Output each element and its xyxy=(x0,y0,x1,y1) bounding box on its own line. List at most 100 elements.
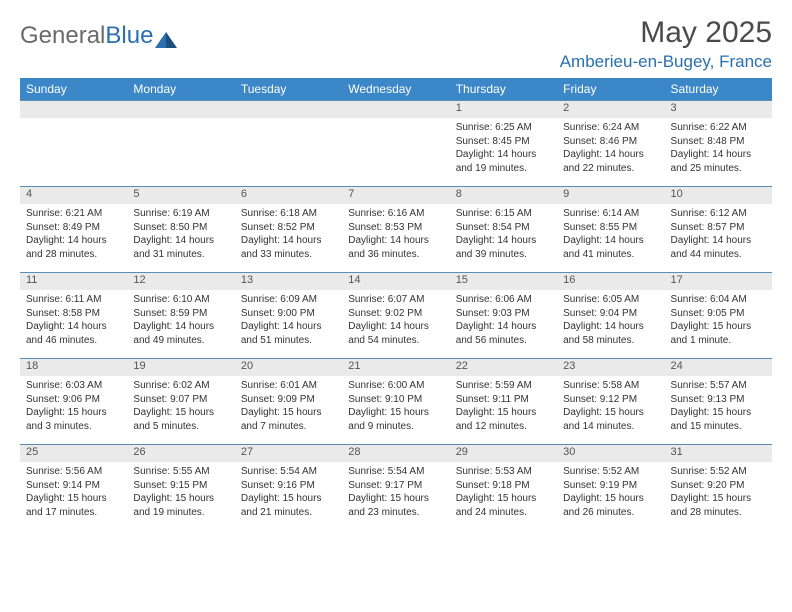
daylight-text: Daylight: 15 hours xyxy=(456,492,551,506)
daylight-text: Daylight: 15 hours xyxy=(671,492,766,506)
sunset-text: Sunset: 8:58 PM xyxy=(26,307,121,321)
day-header-row: SundayMondayTuesdayWednesdayThursdayFrid… xyxy=(20,78,772,100)
sunrise-text: Sunrise: 6:24 AM xyxy=(563,121,658,135)
daylight-text: Daylight: 14 hours xyxy=(563,320,658,334)
day-number: 26 xyxy=(127,445,234,462)
day-body: Sunrise: 5:55 AMSunset: 9:15 PMDaylight:… xyxy=(127,462,234,525)
sunrise-text: Sunrise: 5:56 AM xyxy=(26,465,121,479)
day-cell: 13Sunrise: 6:09 AMSunset: 9:00 PMDayligh… xyxy=(235,272,342,358)
sunrise-text: Sunrise: 6:16 AM xyxy=(348,207,443,221)
day-header: Sunday xyxy=(20,78,127,100)
day-number: 1 xyxy=(450,101,557,118)
sunrise-text: Sunrise: 5:54 AM xyxy=(241,465,336,479)
day-cell: 16 Sunrise: 6:05 AMSunset: 9:04 PMDayligh… xyxy=(557,272,664,358)
day-body: Sunrise: 6:06 AMSunset: 9:03 PMDaylight:… xyxy=(450,290,557,353)
daylight-text: and 28 minutes. xyxy=(671,506,766,520)
daylight-text: Daylight: 14 hours xyxy=(241,234,336,248)
sunset-text: Sunset: 9:04 PM xyxy=(563,307,658,321)
daylight-text: Daylight: 15 hours xyxy=(563,406,658,420)
day-number xyxy=(235,101,342,118)
sunset-text: Sunset: 8:53 PM xyxy=(348,221,443,235)
day-cell: 23Sunrise: 5:58 AMSunset: 9:12 PMDayligh… xyxy=(557,358,664,444)
day-header: Tuesday xyxy=(235,78,342,100)
week-row: 1Sunrise: 6:25 AMSunset: 8:45 PMDaylight… xyxy=(20,100,772,186)
location-label: Amberieu-en-Bugey, France xyxy=(560,52,772,72)
sunset-text: Sunset: 9:02 PM xyxy=(348,307,443,321)
sunset-text: Sunset: 9:12 PM xyxy=(563,393,658,407)
day-cell: 5Sunrise: 6:19 AMSunset: 8:50 PMDaylight… xyxy=(127,186,234,272)
sunset-text: Sunset: 9:00 PM xyxy=(241,307,336,321)
day-cell xyxy=(235,100,342,186)
sunset-text: Sunset: 9:13 PM xyxy=(671,393,766,407)
day-number: 13 xyxy=(235,273,342,290)
day-body: Sunrise: 6:11 AMSunset: 8:58 PMDaylight:… xyxy=(20,290,127,353)
day-cell: 9Sunrise: 6:14 AMSunset: 8:55 PMDaylight… xyxy=(557,186,664,272)
daylight-text: and 23 minutes. xyxy=(348,506,443,520)
day-cell: 4Sunrise: 6:21 AMSunset: 8:49 PMDaylight… xyxy=(20,186,127,272)
sunrise-text: Sunrise: 6:01 AM xyxy=(241,379,336,393)
sunset-text: Sunset: 9:19 PM xyxy=(563,479,658,493)
daylight-text: Daylight: 14 hours xyxy=(456,234,551,248)
daylight-text: Daylight: 15 hours xyxy=(456,406,551,420)
daylight-text: and 5 minutes. xyxy=(133,420,228,434)
day-body: Sunrise: 6:09 AMSunset: 9:00 PMDaylight:… xyxy=(235,290,342,353)
daylight-text: and 54 minutes. xyxy=(348,334,443,348)
day-body: Sunrise: 6:12 AMSunset: 8:57 PMDaylight:… xyxy=(665,204,772,267)
daylight-text: and 24 minutes. xyxy=(456,506,551,520)
sunrise-text: Sunrise: 6:22 AM xyxy=(671,121,766,135)
brand-part1: General xyxy=(20,22,105,50)
day-number: 20 xyxy=(235,359,342,376)
day-number: 29 xyxy=(450,445,557,462)
sunrise-text: Sunrise: 6:10 AM xyxy=(133,293,228,307)
day-number: 27 xyxy=(235,445,342,462)
brand-mark-icon xyxy=(155,27,177,45)
day-number: 22 xyxy=(450,359,557,376)
day-number: 11 xyxy=(20,273,127,290)
sunrise-text: Sunrise: 6:00 AM xyxy=(348,379,443,393)
daylight-text: Daylight: 14 hours xyxy=(456,148,551,162)
day-header: Monday xyxy=(127,78,234,100)
day-number: 10 xyxy=(665,187,772,204)
header: GeneralBlue May 2025 Amberieu-en-Bugey, … xyxy=(20,16,772,72)
sunrise-text: Sunrise: 6:04 AM xyxy=(671,293,766,307)
daylight-text: and 56 minutes. xyxy=(456,334,551,348)
day-number: 12 xyxy=(127,273,234,290)
day-cell xyxy=(342,100,449,186)
day-body: Sunrise: 6:07 AMSunset: 9:02 PMDaylight:… xyxy=(342,290,449,353)
daylight-text: and 46 minutes. xyxy=(26,334,121,348)
day-cell: 18Sunrise: 6:03 AMSunset: 9:06 PMDayligh… xyxy=(20,358,127,444)
day-number: 2 xyxy=(557,101,664,118)
sunrise-text: Sunrise: 6:14 AM xyxy=(563,207,658,221)
daylight-text: Daylight: 15 hours xyxy=(563,492,658,506)
day-body: Sunrise: 6:15 AMSunset: 8:54 PMDaylight:… xyxy=(450,204,557,267)
day-header: Wednesday xyxy=(342,78,449,100)
sunset-text: Sunset: 8:45 PM xyxy=(456,135,551,149)
week-row: 4Sunrise: 6:21 AMSunset: 8:49 PMDaylight… xyxy=(20,186,772,272)
day-body: Sunrise: 5:53 AMSunset: 9:18 PMDaylight:… xyxy=(450,462,557,525)
day-body: Sunrise: 6:16 AMSunset: 8:53 PMDaylight:… xyxy=(342,204,449,267)
day-number: 16 xyxy=(557,273,664,290)
day-cell: 3Sunrise: 6:22 AMSunset: 8:48 PMDaylight… xyxy=(665,100,772,186)
day-number: 14 xyxy=(342,273,449,290)
daylight-text: Daylight: 14 hours xyxy=(26,234,121,248)
daylight-text: Daylight: 14 hours xyxy=(563,148,658,162)
day-body: Sunrise: 5:52 AMSunset: 9:19 PMDaylight:… xyxy=(557,462,664,525)
daylight-text: Daylight: 15 hours xyxy=(241,492,336,506)
daylight-text: and 58 minutes. xyxy=(563,334,658,348)
day-cell: 15Sunrise: 6:06 AMSunset: 9:03 PMDayligh… xyxy=(450,272,557,358)
sunrise-text: Sunrise: 6:12 AM xyxy=(671,207,766,221)
daylight-text: and 41 minutes. xyxy=(563,248,658,262)
sunrise-text: Sunrise: 6:18 AM xyxy=(241,207,336,221)
day-body: Sunrise: 5:58 AMSunset: 9:12 PMDaylight:… xyxy=(557,376,664,439)
daylight-text: Daylight: 14 hours xyxy=(563,234,658,248)
sunset-text: Sunset: 9:17 PM xyxy=(348,479,443,493)
sunrise-text: Sunrise: 6:21 AM xyxy=(26,207,121,221)
sunrise-text: Sunrise: 6:05 AM xyxy=(563,293,658,307)
day-number: 30 xyxy=(557,445,664,462)
day-number: 4 xyxy=(20,187,127,204)
sunset-text: Sunset: 8:57 PM xyxy=(671,221,766,235)
daylight-text: Daylight: 15 hours xyxy=(26,492,121,506)
sunrise-text: Sunrise: 6:15 AM xyxy=(456,207,551,221)
daylight-text: and 19 minutes. xyxy=(456,162,551,176)
daylight-text: Daylight: 14 hours xyxy=(348,234,443,248)
